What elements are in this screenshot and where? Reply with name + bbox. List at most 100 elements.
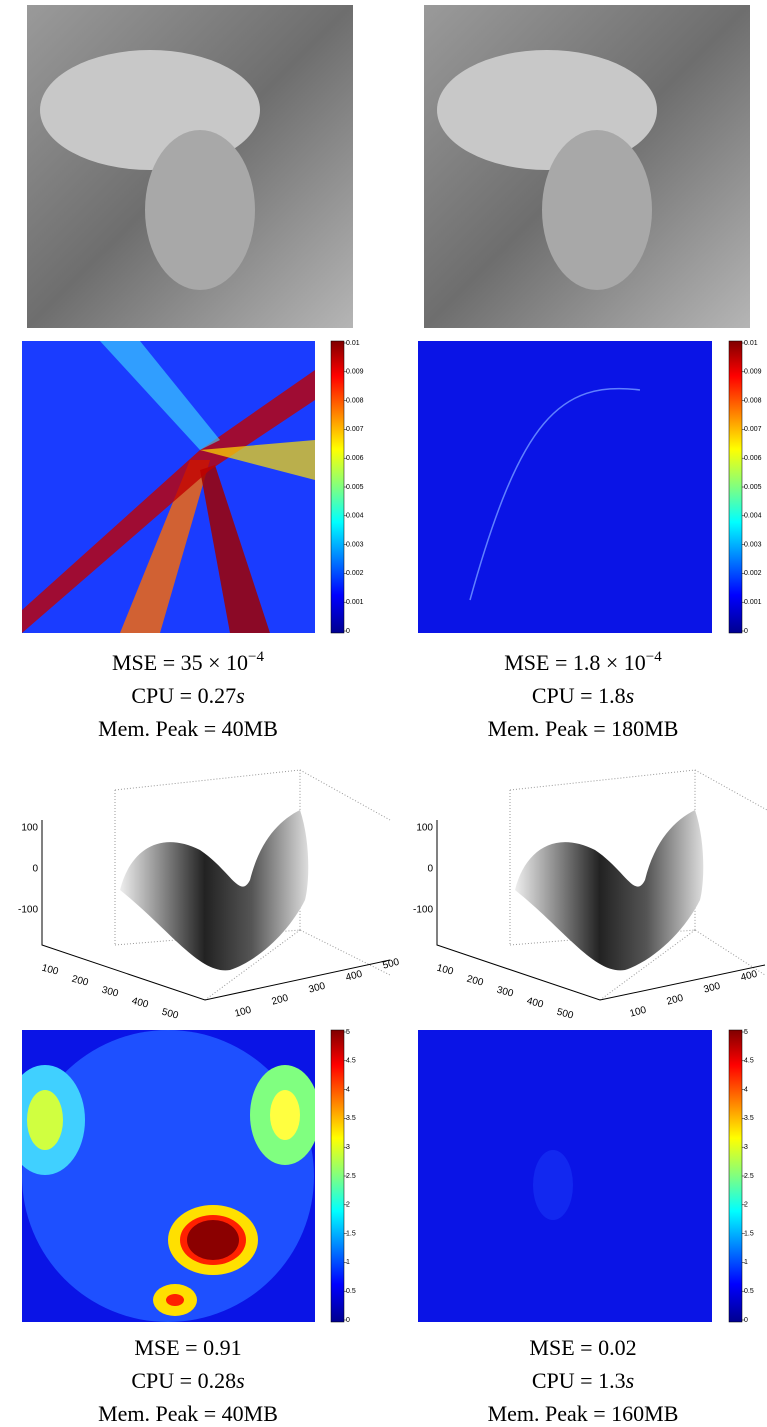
axis-lines [41,820,391,1001]
colorbar-tick-label: 4.5 [346,1058,356,1065]
colorbar-tick-label: 0.008 [346,397,364,404]
difference-maps [22,1029,743,1323]
mse-text: MSE = 1.8 × 10 [504,650,646,675]
z-tick-label: 0 [427,864,433,875]
colorbar [330,1029,345,1323]
y-tick-label: 300 [703,981,722,996]
x-tick-label: 200 [465,974,484,989]
colorbar-tick-label: 3.5 [744,1115,754,1122]
colorbar-tick-label: 0.007 [744,426,762,433]
colorbar-tick-label: 2 [346,1202,350,1209]
colorbar [728,1029,743,1323]
cpu-unit: s [626,1368,635,1393]
cpu-text: CPU = 1.8 [532,683,626,708]
caption-mse: MSE = 35 × 10−4 [112,649,265,675]
colorbar-tick-label: 2.5 [346,1173,356,1180]
colorbar-tick-label: 0.009 [744,369,762,376]
surface [120,810,309,971]
cpu-text: CPU = 0.28 [131,1368,236,1393]
colorbar [330,340,345,634]
diff-map-content [22,1030,315,1322]
colorbar [728,340,743,634]
cpu-unit: s [236,683,245,708]
photos [27,5,750,328]
colorbar-tick-label: 0.005 [346,484,364,491]
axis-box [114,769,391,1001]
colorbar-tick-label: 0 [346,628,350,635]
surface-plots [41,769,767,1001]
z-tick-label: 0 [32,864,38,875]
x-tick-label: 400 [130,996,149,1011]
colorbar-tick-label: 0.008 [744,397,762,404]
colorbar-tick-label: 0.001 [346,599,364,606]
mse-text: MSE = 35 × 10 [112,650,248,675]
caption-mem: Mem. Peak = 180MB [488,716,679,741]
error-streak [100,341,220,450]
y-tick-label: 400 [740,969,759,984]
caption-cpu: CPU = 1.8s [532,683,634,708]
colorbar-tick-label: 0.001 [744,599,762,606]
colorbar-tick-label: 0.003 [744,541,762,548]
x-tick-label: 300 [100,985,119,1000]
mse-exponent: −4 [248,649,264,665]
diff-blob [533,1150,573,1220]
surface [515,810,704,971]
z-tick-label: -100 [413,905,433,916]
y-tick-label: 200 [271,993,290,1008]
caption-cpu: CPU = 1.3s [532,1368,634,1393]
colorbar-tick-label: 3.5 [346,1115,356,1122]
x-tick-label: 200 [70,974,89,989]
colorbar-tick-label: 1.5 [744,1230,754,1237]
colorbar-tick-label: 0.002 [346,570,364,577]
caption-mse: MSE = 1.8 × 10−4 [504,649,662,675]
mse-text: MSE = 0.91 [134,1335,241,1360]
colorbar-tick-label: 0.007 [346,426,364,433]
diff-blob [27,1090,63,1150]
colorbar-tick-label: 1.5 [346,1230,356,1237]
colorbar-tick-label: 2.5 [744,1173,754,1180]
error-streak [120,460,210,633]
y-tick-label: 300 [308,981,327,996]
colorbar-tick-label: 0 [346,1317,350,1324]
y-tick-label: 100 [629,1005,648,1020]
cpu-text: CPU = 1.3 [532,1368,626,1393]
caption-cpu: CPU = 0.27s [131,683,244,708]
mse-text: MSE = 0.02 [529,1335,636,1360]
error-streak [22,370,315,633]
error-streak [200,440,315,480]
x-tick-label: 300 [495,985,514,1000]
x-tick-label: 100 [435,963,454,978]
y-tick-label: 100 [234,1005,253,1020]
z-tick-label: 100 [416,823,433,834]
colorbar-tick-label: 0 [744,628,748,635]
diff-blob [187,1220,239,1260]
axis-lines [436,820,766,1001]
caption-mse: MSE = 0.91 [134,1335,241,1360]
error-streak [200,465,270,633]
colorbar-tick-label: 5 [346,1029,350,1036]
caption-mem: Mem. Peak = 160MB [488,1401,679,1426]
colorbar-tick-label: 0.003 [346,541,364,548]
caption-mem: Mem. Peak = 40MB [98,1401,278,1426]
colorbar-tick-label: 4.5 [744,1058,754,1065]
y-tick-label: 200 [666,993,685,1008]
cpu-unit: s [626,683,635,708]
y-tick-label: 500 [382,957,401,972]
x-tick-label: 500 [555,1007,574,1022]
cpu-text: CPU = 0.27 [131,683,236,708]
diff-blob [166,1294,184,1306]
colorbar-tick-label: 3 [744,1144,748,1151]
error-map-right [418,341,712,633]
photo-face [542,130,652,290]
colorbar-tick-label: 0.009 [346,369,364,376]
z-tick-label: 100 [21,823,38,834]
mse-exponent: −4 [646,649,662,665]
colorbar-tick-label: 0.005 [744,484,762,491]
colorbar-tick-label: 5 [744,1029,748,1036]
colorbar-tick-label: 0.01 [744,340,758,347]
colorbar-tick-label: 0 [744,1317,748,1324]
error-edge [469,387,641,601]
colorbar-tick-label: 2 [744,1202,748,1209]
colorbar-tick-label: 0.006 [744,455,762,462]
colorbar-tick-label: 4 [346,1086,350,1093]
